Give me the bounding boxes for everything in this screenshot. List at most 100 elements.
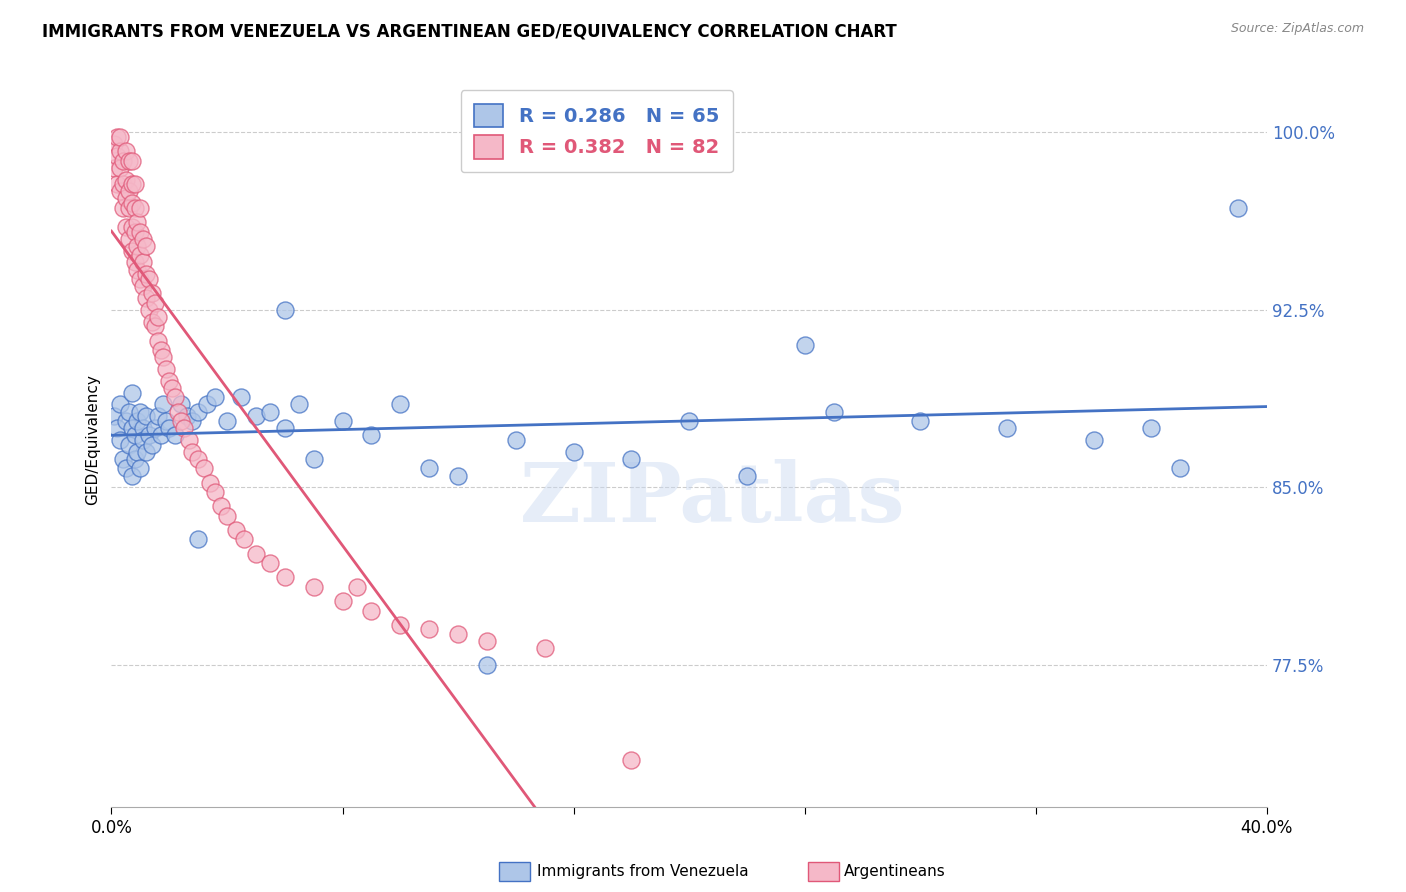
Point	[111, 201, 134, 215]
Point	[118, 153, 141, 168]
Point	[418, 461, 440, 475]
Legend: R = 0.286   N = 65, R = 0.382   N = 82: R = 0.286 N = 65, R = 0.382 N = 82	[461, 90, 733, 172]
Point	[505, 433, 527, 447]
Point	[135, 445, 157, 459]
Point	[108, 129, 131, 144]
Point	[143, 421, 166, 435]
Point	[678, 414, 700, 428]
Point	[418, 623, 440, 637]
Point	[389, 617, 412, 632]
Point	[187, 404, 209, 418]
Point	[105, 421, 128, 435]
Point	[138, 302, 160, 317]
Point	[1140, 421, 1163, 435]
Point	[103, 161, 125, 175]
Point	[475, 634, 498, 648]
Point	[152, 350, 174, 364]
Point	[105, 149, 128, 163]
Point	[1168, 461, 1191, 475]
Point	[288, 397, 311, 411]
Point	[259, 404, 281, 418]
Point	[121, 196, 143, 211]
Point	[152, 397, 174, 411]
Point	[187, 533, 209, 547]
Point	[155, 414, 177, 428]
Point	[157, 374, 180, 388]
Point	[127, 262, 149, 277]
Point	[129, 225, 152, 239]
Point	[215, 508, 238, 523]
Point	[132, 421, 155, 435]
Point	[620, 753, 643, 767]
Point	[129, 201, 152, 215]
Point	[389, 397, 412, 411]
Point	[108, 433, 131, 447]
Point	[135, 267, 157, 281]
Text: Immigrants from Venezuela: Immigrants from Venezuela	[537, 864, 749, 879]
Point	[149, 343, 172, 357]
Point	[105, 178, 128, 192]
Point	[274, 421, 297, 435]
Point	[111, 178, 134, 192]
Point	[447, 468, 470, 483]
Point	[195, 397, 218, 411]
Point	[111, 452, 134, 467]
Point	[149, 428, 172, 442]
Point	[793, 338, 815, 352]
Point	[121, 468, 143, 483]
Point	[245, 547, 267, 561]
Point	[995, 421, 1018, 435]
Point	[124, 178, 146, 192]
Point	[155, 362, 177, 376]
Point	[233, 533, 256, 547]
Point	[108, 144, 131, 158]
Point	[124, 452, 146, 467]
Point	[118, 201, 141, 215]
Point	[118, 232, 141, 246]
Point	[108, 161, 131, 175]
Point	[124, 201, 146, 215]
Point	[121, 219, 143, 234]
Point	[141, 286, 163, 301]
Point	[105, 129, 128, 144]
Point	[141, 438, 163, 452]
Point	[115, 219, 138, 234]
Point	[143, 295, 166, 310]
Point	[135, 239, 157, 253]
Point	[225, 523, 247, 537]
Point	[146, 310, 169, 324]
Point	[115, 192, 138, 206]
Point	[562, 445, 585, 459]
Point	[118, 404, 141, 418]
Point	[447, 627, 470, 641]
Point	[103, 409, 125, 424]
Point	[157, 421, 180, 435]
Point	[1083, 433, 1105, 447]
Point	[1227, 201, 1250, 215]
Point	[121, 385, 143, 400]
Point	[475, 657, 498, 672]
Point	[187, 452, 209, 467]
Point	[910, 414, 932, 428]
Point	[204, 391, 226, 405]
Point	[121, 421, 143, 435]
Point	[160, 381, 183, 395]
Point	[198, 475, 221, 490]
Point	[346, 580, 368, 594]
Point	[138, 428, 160, 442]
Point	[115, 414, 138, 428]
Point	[115, 144, 138, 158]
Point	[173, 421, 195, 435]
Point	[129, 272, 152, 286]
Point	[127, 215, 149, 229]
Point	[138, 272, 160, 286]
Point	[332, 594, 354, 608]
Point	[129, 461, 152, 475]
Point	[245, 409, 267, 424]
Point	[146, 409, 169, 424]
Text: Argentineans: Argentineans	[844, 864, 945, 879]
Point	[115, 172, 138, 186]
Point	[193, 461, 215, 475]
Point	[181, 445, 204, 459]
Point	[124, 428, 146, 442]
